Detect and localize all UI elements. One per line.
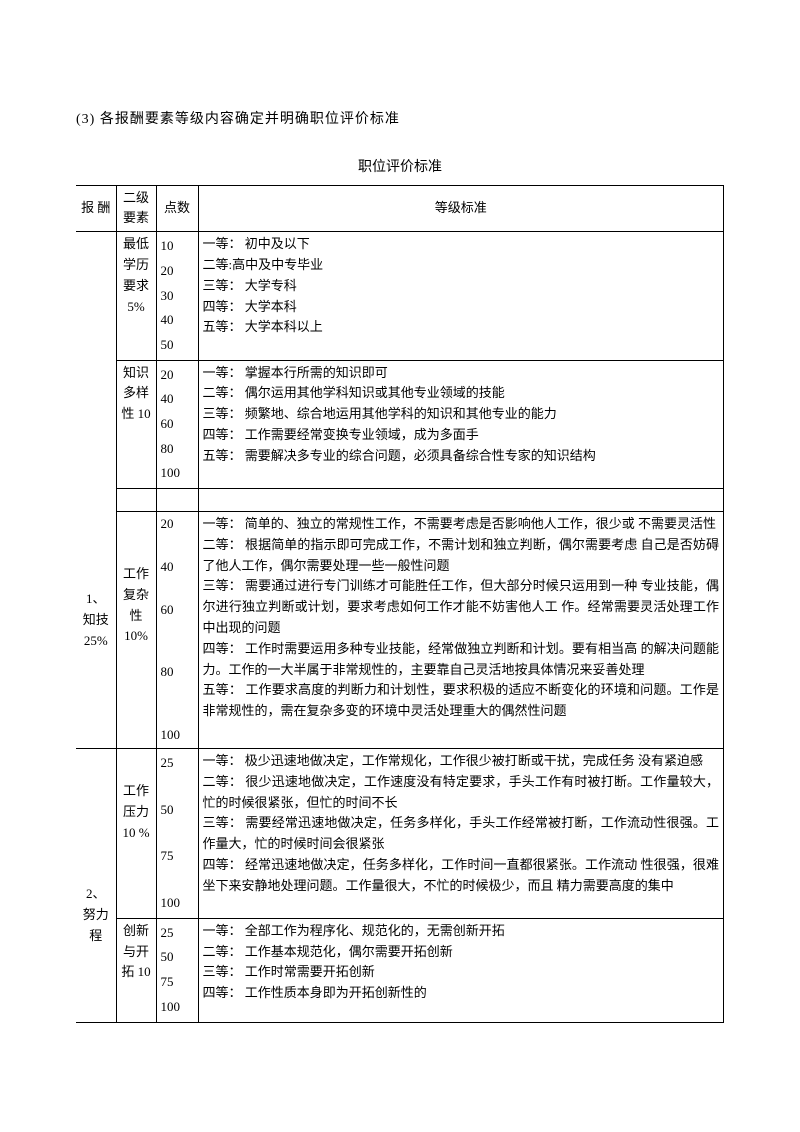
header-standard: 等级标准 xyxy=(198,185,724,232)
pts-innovate: 25 50 75 100 xyxy=(156,918,198,1022)
table-row: 知识多样性 10 20 40 60 80 100 一等： 掌握本行所需的知识即可… xyxy=(76,360,724,488)
sub-innovate: 创新与开拓 10 xyxy=(116,918,156,1022)
header-factor: 报 酬 xyxy=(76,185,116,232)
desc-edu: 一等： 初中及以下 二等:高中及中专毕业 三等： 大学专科 四等： 大学本科 五… xyxy=(198,232,724,360)
table-row: 创新与开拓 10 25 50 75 100 一等： 全部工作为程序化、规范化的，… xyxy=(76,918,724,1022)
section-heading: (3) 各报酬要素等级内容确定并明确职位评价标准 xyxy=(76,110,724,130)
pts-edu: 10 20 30 40 50 xyxy=(156,232,198,360)
desc-innovate: 一等： 全部工作为程序化、规范化的，无需创新开拓 二等： 工作基本规范化，偶尔需… xyxy=(198,918,724,1022)
sub-knowledge: 知识多样性 10 xyxy=(116,360,156,488)
table-row: 1、知技 25% 最低学历要求 5% 10 20 30 40 50 一等： 初中… xyxy=(76,232,724,360)
evaluation-table: 报 酬 二级要素 点数 等级标准 1、知技 25% 最低学历要求 5% 10 2… xyxy=(76,185,724,1023)
table-title: 职位评价标准 xyxy=(76,158,724,178)
desc-knowledge: 一等： 掌握本行所需的知识即可 二等： 偶尔运用其他学科知识或其他专业领域的技能… xyxy=(198,360,724,488)
header-sub: 二级要素 xyxy=(116,185,156,232)
sub-pressure: 工作压力 10 % xyxy=(116,749,156,919)
sub-edu: 最低学历要求 5% xyxy=(116,232,156,360)
header-points: 点数 xyxy=(156,185,198,232)
pts-pressure: 25 50 75 100 xyxy=(156,749,198,919)
table-row: 2、努力 程 工作压力 10 % 25 50 75 100 一等： 极少迅速地做… xyxy=(76,749,724,919)
pts-knowledge: 20 40 60 80 100 xyxy=(156,360,198,488)
sub-complexity: 工作复杂性 10% xyxy=(116,512,156,749)
factor-cell-1: 1、知技 25% xyxy=(76,232,116,749)
table-row-blank xyxy=(76,489,724,512)
table-row: 工作复杂性 10% 20 40 60 80 100 一等： 简单的、独立的常规性… xyxy=(76,512,724,749)
desc-complexity: 一等： 简单的、独立的常规性工作，不需要考虑是否影响他人工作，很少或 不需要灵活… xyxy=(198,512,724,749)
table-header-row: 报 酬 二级要素 点数 等级标准 xyxy=(76,185,724,232)
factor-cell-2: 2、努力 程 xyxy=(76,749,116,1023)
pts-complexity: 20 40 60 80 100 xyxy=(156,512,198,749)
desc-pressure: 一等： 极少迅速地做决定，工作常规化，工作很少被打断或干扰，完成任务 没有紧迫感… xyxy=(198,749,724,919)
